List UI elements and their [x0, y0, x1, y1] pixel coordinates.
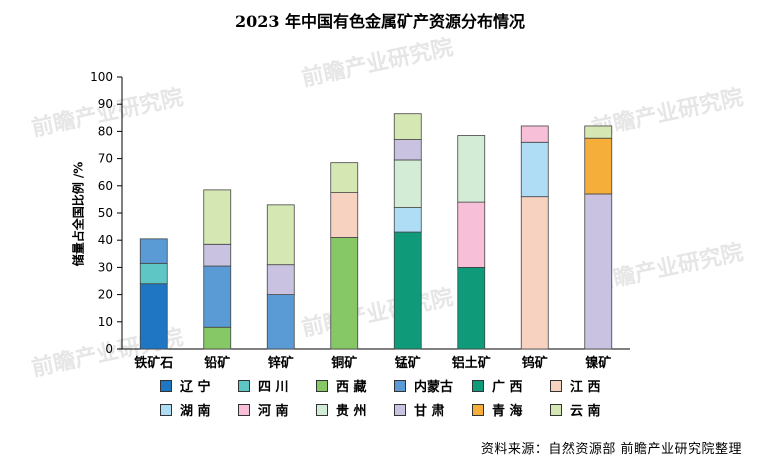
legend-item: 江 西 — [550, 376, 601, 395]
legend-label: 西 藏 — [336, 380, 367, 395]
bar-segment — [139, 283, 168, 350]
legend-item: 西 藏 — [316, 376, 367, 395]
legend-label: 甘 肃 — [414, 404, 445, 419]
legend-swatch — [238, 379, 250, 392]
y-tick-label: 30 — [98, 260, 113, 274]
legend-label: 内蒙古 — [414, 380, 454, 395]
legend-swatch — [394, 379, 406, 392]
legend-label: 贵 州 — [336, 404, 367, 419]
legend-item: 河 南 — [238, 400, 289, 419]
legend-item: 甘 肃 — [394, 400, 445, 419]
x-tick-label: 铝土矿 — [452, 355, 491, 371]
legend-swatch — [550, 379, 562, 392]
legend-label: 云 南 — [570, 404, 601, 419]
bar-segment — [393, 231, 422, 350]
chart-title: 2023 年中国有色金属矿产资源分布情况 — [234, 12, 526, 31]
legend-item: 贵 州 — [316, 400, 367, 419]
y-tick-label: 80 — [98, 124, 113, 138]
bar-segment — [203, 326, 232, 350]
y-tick-label: 40 — [98, 233, 113, 247]
source-note: 资料来源：自然资源部 前瞻产业研究院整理 — [480, 442, 742, 457]
bar-segment — [203, 243, 232, 267]
legend-label: 广 西 — [492, 380, 523, 395]
x-tick-label: 铁矿石 — [133, 355, 173, 371]
x-tick-label: 铜矿 — [330, 355, 357, 371]
bar-segment — [584, 137, 613, 195]
legend-swatch — [238, 403, 250, 416]
bar-segment — [393, 207, 422, 233]
bar-segment — [584, 125, 613, 139]
bar-segment — [520, 196, 549, 350]
legend-label: 江 西 — [570, 380, 601, 395]
y-tick-label: 70 — [98, 152, 113, 166]
y-tick-label: 90 — [98, 97, 113, 111]
bar-segment — [139, 238, 168, 264]
legend-swatch — [550, 403, 562, 416]
bar-segment — [520, 141, 549, 198]
bar-segment — [520, 125, 549, 143]
y-tick-label: 10 — [98, 315, 113, 329]
y-tick-label: 20 — [98, 288, 113, 302]
bar-segment — [584, 193, 613, 350]
legend-swatch — [472, 379, 484, 392]
legend-label: 河 南 — [258, 404, 289, 419]
bar-segment — [330, 192, 359, 238]
legend-label: 青 海 — [492, 404, 523, 419]
bar-segment — [203, 189, 232, 245]
legend-item: 青 海 — [472, 400, 523, 419]
bar-segment — [139, 262, 168, 285]
y-tick-label: 100 — [90, 70, 113, 84]
legend-swatch — [316, 403, 328, 416]
legend-swatch — [394, 403, 406, 416]
bar-segment — [330, 162, 359, 193]
x-tick-label: 锌矿 — [268, 355, 294, 371]
legend-item: 内蒙古 — [394, 376, 453, 395]
bar-segment — [457, 135, 486, 203]
legend-item: 云 南 — [550, 400, 601, 419]
x-tick-label: 钨矿 — [522, 355, 548, 371]
x-tick-label: 镍矿 — [585, 355, 611, 371]
y-tick-label: 50 — [98, 206, 113, 220]
x-tick-label: 铅矿 — [204, 355, 230, 371]
legend-item: 湖 南 — [160, 400, 211, 419]
legend-label: 辽 宁 — [180, 380, 211, 395]
legend-item: 四 川 — [238, 376, 289, 395]
legend-item: 辽 宁 — [160, 376, 211, 395]
bar-segment — [393, 159, 422, 208]
bar-segment — [393, 113, 422, 140]
bar-segment — [266, 294, 295, 350]
legend-swatch — [472, 403, 484, 416]
legend-label: 湖 南 — [180, 404, 211, 419]
legend-swatch — [160, 379, 172, 392]
bar-segment — [457, 266, 486, 350]
legend-label: 四 川 — [258, 380, 289, 395]
bar-segment — [203, 265, 232, 328]
bar-segment — [266, 204, 295, 266]
legend-swatch — [316, 379, 328, 392]
y-tick-label: 60 — [98, 179, 113, 193]
bar-segment — [330, 237, 359, 350]
y-tick-label: 0 — [105, 342, 113, 356]
legend-item: 广 西 — [472, 376, 523, 395]
bar-segment — [457, 201, 486, 268]
bar-segment — [393, 139, 422, 161]
bar-segment — [266, 264, 295, 295]
x-tick-label: 锰矿 — [395, 355, 421, 371]
legend-swatch — [160, 403, 172, 416]
